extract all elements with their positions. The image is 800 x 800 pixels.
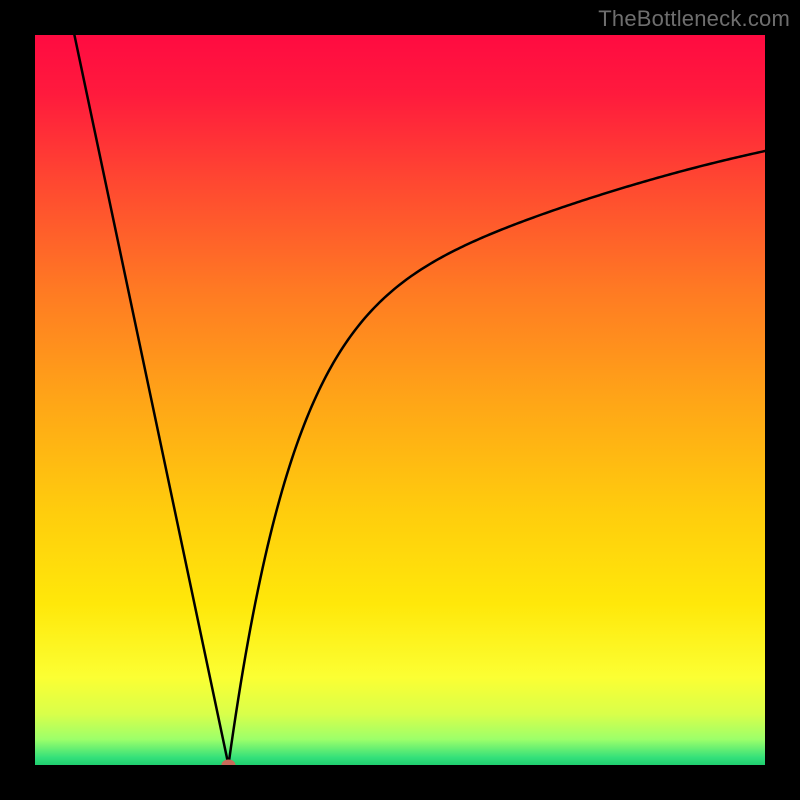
watermark-label: TheBottleneck.com (598, 6, 790, 32)
chart-svg (35, 35, 765, 765)
chart-background (35, 35, 765, 765)
chart-frame: TheBottleneck.com (0, 0, 800, 800)
chart-plot-area (35, 35, 765, 765)
